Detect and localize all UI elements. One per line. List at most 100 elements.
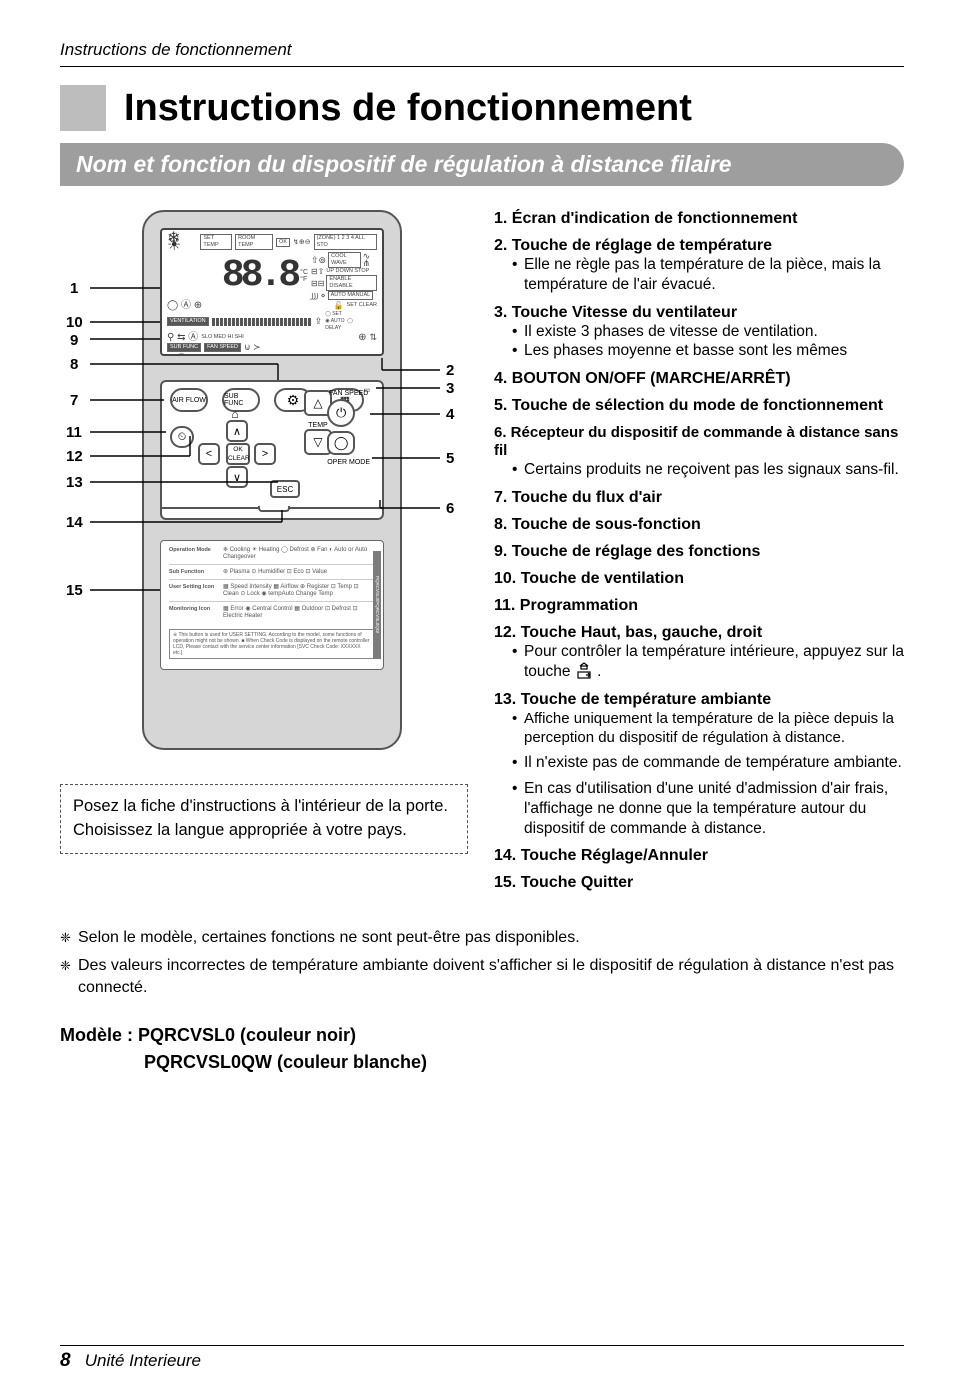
callout-7: 7 bbox=[68, 392, 80, 409]
remote-lcd: ❄ ☀ SET TEMP ROOM TEMP OK ↯⊕⊖ (ZONE) 1 2… bbox=[160, 228, 384, 356]
footnotes: Selon le modèle, certaines fonctions ne … bbox=[60, 927, 904, 998]
model-block: Modèle : PQRCVSL0 (couleur noir) PQRCVSL… bbox=[60, 1022, 904, 1076]
item-10: 10. Touche de ventilation bbox=[494, 570, 684, 587]
esc-btn: ESC bbox=[270, 480, 300, 498]
cool-wave: COOL WAVE bbox=[328, 252, 361, 268]
footer: 8 Unité Interieure bbox=[60, 1350, 201, 1372]
timer-btn: ⏲ bbox=[170, 426, 194, 448]
item-2: 2. Touche de réglage de température bbox=[494, 237, 772, 254]
right-btn: > bbox=[254, 443, 276, 465]
fanspeed-label: FAN SPEED bbox=[327, 390, 370, 397]
callout-8: 8 bbox=[68, 356, 80, 373]
remote-diagram: ❄ ☀ SET TEMP ROOM TEMP OK ↯⊕⊖ (ZONE) 1 2… bbox=[60, 210, 468, 770]
guide-opmode: Operation Mode bbox=[169, 547, 217, 561]
enable-disable: ENABLE DISABLE bbox=[326, 275, 377, 291]
up-down-stop: UP DOWN STOP bbox=[326, 268, 369, 275]
callout-4: 4 bbox=[444, 406, 456, 423]
callout-3: 3 bbox=[444, 380, 456, 397]
main-title: Instructions de fonctionnement bbox=[124, 87, 692, 130]
guide-user: User Setting Icon bbox=[169, 584, 217, 598]
guide-sub-icons: ⊛ Plasma ⊙ Humidifier ⊡ Eco ⊡ Value bbox=[223, 569, 375, 576]
divider-slot bbox=[258, 506, 290, 512]
footer-unit: Unité Interieure bbox=[85, 1351, 201, 1370]
callout-10: 10 bbox=[64, 314, 85, 331]
set-temp-box: SET TEMP bbox=[200, 234, 232, 250]
subtitle-text: Nom et fonction du dispositif de régulat… bbox=[76, 151, 732, 177]
item-1: 1. Écran d'indication de fonctionnement bbox=[494, 210, 797, 227]
guide-monitor: Monitoring Icon bbox=[169, 606, 217, 620]
item-6: 6. Récepteur du dispositif de commande à… bbox=[494, 424, 898, 459]
panel-divider bbox=[162, 507, 382, 509]
airflow-btn: AIR FLOW bbox=[170, 388, 208, 412]
header-rule bbox=[60, 66, 904, 67]
guide-user-icons: ▦ Speed Intensity ▦ Airflow ⊕ Register ⊡… bbox=[223, 584, 375, 598]
dashed-line1: Posez la fiche d'instructions à l'intéri… bbox=[73, 797, 448, 815]
arrow-cluster: ⌂ ∧ < > ∨ OKCLEAR bbox=[198, 426, 276, 484]
auto-label: AUTO bbox=[331, 318, 345, 324]
item-11: 11. Programmation bbox=[494, 597, 638, 614]
item-15: 15. Touche Quitter bbox=[494, 874, 633, 891]
house-right-icon bbox=[575, 662, 593, 680]
set-label: SET bbox=[332, 311, 342, 317]
lhsh: L H S H bbox=[189, 355, 227, 356]
guide-side-label: PQRCVSL0/PQRCVSL0QW bbox=[373, 551, 381, 659]
room-temp-box: ROOM TEMP bbox=[235, 234, 273, 250]
callout-2: 2 bbox=[444, 362, 456, 379]
footnote-2: Des valeurs incorrectes de température a… bbox=[60, 955, 904, 998]
item-3-sub1: Il existe 3 phases de vitesse de ventila… bbox=[514, 322, 904, 342]
callout-9: 9 bbox=[68, 332, 80, 349]
model-line2: PQRCVSL0QW (couleur blanche) bbox=[60, 1049, 904, 1076]
delay-label: DELAY bbox=[325, 325, 341, 331]
down-btn: ∨ bbox=[226, 466, 248, 488]
model-line1: Modèle : PQRCVSL0 (couleur noir) bbox=[60, 1022, 904, 1049]
fanspeed-box: FAN SPEED bbox=[204, 343, 241, 352]
item-4: 4. BOUTON ON/OFF (MARCHE/ARRÊT) bbox=[494, 370, 791, 387]
title-row: Instructions de fonctionnement bbox=[60, 85, 904, 131]
callout-12: 12 bbox=[64, 448, 85, 465]
left-btn: < bbox=[198, 443, 220, 465]
ok-box: OK bbox=[276, 238, 290, 247]
temp-88: 88.8 bbox=[222, 260, 297, 292]
speed-labels: SLO MED HI SHI bbox=[201, 334, 243, 341]
reserv-box: RESERVATION bbox=[230, 354, 275, 356]
callout-1: 1 bbox=[68, 280, 80, 297]
button-panel: AIR FLOW SUB FUNC ⚙ ▦VENT ▭ ⏲ ⌂ ∧ < > ∨ … bbox=[160, 380, 384, 520]
item-7: 7. Touche du flux d'air bbox=[494, 489, 662, 506]
subfunc-box: SUB FUNC bbox=[167, 343, 201, 352]
auto-manual: AUTO MANUAL bbox=[328, 291, 374, 300]
callout-6: 6 bbox=[444, 500, 456, 517]
footnote-1: Selon le modèle, certaines fonctions ne … bbox=[60, 927, 904, 949]
subtitle-bar: Nom et fonction du dispositif de régulat… bbox=[60, 143, 904, 186]
item-12: 12. Touche Haut, bas, gauche, droit bbox=[494, 624, 762, 641]
item-8: 8. Touche de sous-fonction bbox=[494, 516, 701, 533]
item-5: 5. Touche de sélection du mode de foncti… bbox=[494, 397, 883, 414]
right-cluster: FAN SPEED ⏻ ◯ OPER MODE bbox=[327, 390, 370, 466]
guide-note: ※ This button is used for USER SETTING. … bbox=[169, 629, 375, 659]
footer-rule bbox=[60, 1345, 904, 1346]
callout-11: 11 bbox=[64, 424, 84, 441]
item-3-sub2: Les phases moyenne et basse sont les mêm… bbox=[514, 341, 904, 361]
callout-15: 15 bbox=[64, 582, 85, 599]
guide-monitor-icons: ▦ Error ◉ Central Control ▦ Outdoor ⊡ De… bbox=[223, 606, 375, 620]
item-6-sub1: Certains produits ne reçoivent pas les s… bbox=[514, 460, 904, 480]
item-12-sub1: Pour contrôler la température intérieure… bbox=[514, 642, 904, 682]
prog-bar bbox=[212, 318, 312, 326]
item-9: 9. Touche de réglage des fonctions bbox=[494, 543, 760, 560]
item-14: 14. Touche Réglage/Annuler bbox=[494, 847, 708, 864]
dashed-instruction-box: Posez la fiche d'instructions à l'intéri… bbox=[60, 784, 468, 854]
instruction-sheet: Operation Mode ❄ Cooling ☀ Heating ◯ Def… bbox=[160, 540, 384, 670]
running-header: Instructions de fonctionnement bbox=[60, 40, 904, 60]
guide-op-icons: ❄ Cooling ☀ Heating ◯ Defrost ⊕ Fan ◐ Au… bbox=[223, 547, 375, 561]
guide-subfunc: Sub Function bbox=[169, 569, 217, 576]
up-btn: ∧ bbox=[226, 420, 248, 442]
callout-5: 5 bbox=[444, 450, 456, 467]
dashed-line2: Choisissez la langue appropriée à votre … bbox=[73, 821, 407, 839]
ok-btn: OKCLEAR bbox=[226, 443, 250, 465]
opermode-label: OPER MODE bbox=[327, 459, 370, 466]
set-clear: SET CLEAR bbox=[347, 302, 377, 309]
opermode-btn: ◯ bbox=[327, 431, 355, 455]
power-btn: ⏻ bbox=[327, 399, 355, 427]
item-3: 3. Touche Vitesse du ventilateur bbox=[494, 304, 737, 321]
callout-13: 13 bbox=[64, 474, 85, 491]
item-2-sub1: Elle ne règle pas la température de la p… bbox=[514, 255, 904, 295]
